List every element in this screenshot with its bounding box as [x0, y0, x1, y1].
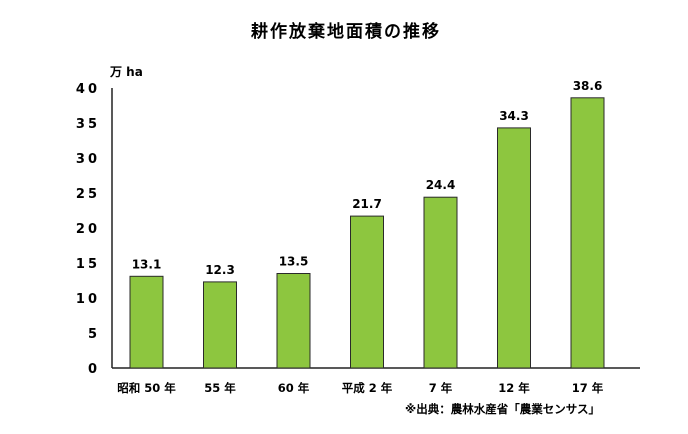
bar-value-label: 38.6: [573, 79, 603, 93]
bar: [129, 275, 164, 369]
x-category-label: 17 年: [572, 381, 604, 395]
bar: [276, 273, 311, 369]
y-tick-label: 0: [88, 362, 100, 377]
y-tick-label: 10: [76, 292, 100, 307]
bar: [570, 97, 605, 369]
bar: [203, 281, 237, 369]
y-tick-label: 5: [88, 327, 100, 342]
bar-value-label: 21.7: [352, 197, 382, 211]
source-note: ※出典：農林水産省「農業センサス」: [405, 402, 600, 416]
y-tick-label: 15: [76, 257, 100, 272]
x-category-label: 60 年: [278, 381, 310, 395]
bar-value-label: 13.5: [279, 255, 309, 269]
bar-value-label: 24.4: [426, 178, 456, 192]
bars-group: [129, 97, 605, 369]
y-tick-label: 20: [76, 222, 100, 237]
y-tick-label: 30: [76, 152, 100, 167]
x-category-label: 昭和 50 年: [117, 381, 176, 395]
x-category-label: 12 年: [498, 381, 530, 395]
category-labels: 昭和 50 年 55 年 60 年 平成 2 年 7 年 12 年 17 年: [117, 381, 604, 395]
y-tick-label: 40: [76, 82, 100, 97]
x-category-label: 平成 2 年: [342, 381, 393, 395]
x-category-label: 7 年: [429, 381, 453, 395]
x-category-label: 55 年: [204, 381, 236, 395]
bar-value-label: 34.3: [499, 109, 529, 123]
bar-value-label: 12.3: [205, 263, 235, 277]
y-tick-labels: 0 5 10 15 20 25 30 35 40: [76, 82, 100, 377]
bar: [350, 215, 384, 369]
y-tick-label: 35: [76, 117, 100, 132]
bar: [497, 127, 531, 369]
y-axis-unit-label: 万 ha: [109, 65, 143, 79]
value-labels: 13.1 12.3 13.5 21.7 24.4 34.3 38.6: [132, 79, 603, 277]
bar: [423, 196, 458, 369]
chart-title: 耕作放棄地面積の推移: [251, 21, 441, 42]
y-tick-label: 25: [76, 187, 100, 202]
bar-value-label: 13.1: [132, 257, 162, 271]
